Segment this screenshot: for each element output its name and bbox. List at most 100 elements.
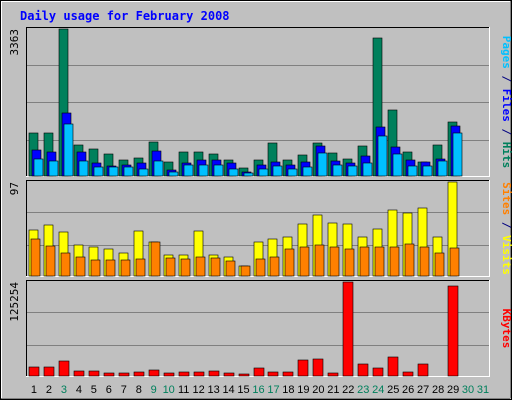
chart-panels: 3363 Pages / Files / Hits 97 Sites / Visits… — [8, 27, 512, 377]
bar-sites-day-2 — [45, 245, 56, 277]
x-tick-label: 24 — [372, 384, 384, 396]
bar-sites-day-22 — [344, 248, 355, 277]
bar-pages-day-28 — [437, 160, 448, 177]
bar-kbytes-day-10 — [163, 372, 175, 377]
bar-pages-day-15 — [243, 172, 254, 177]
x-tick-label: 30 — [462, 384, 474, 396]
bar-sites-day-24 — [374, 246, 385, 277]
x-tick-label: 13 — [207, 384, 219, 396]
bar-pages-day-21 — [332, 164, 343, 177]
bar-pages-day-17 — [272, 165, 283, 177]
bar-sites-day-21 — [329, 246, 340, 277]
bar-sites-day-25 — [389, 246, 400, 277]
bar-kbytes-day-8 — [133, 371, 145, 377]
bar-kbytes-day-25 — [387, 356, 399, 377]
bar-kbytes-day-3 — [58, 360, 70, 377]
x-tick-label: 31 — [477, 384, 489, 396]
x-tick-label: 19 — [297, 384, 309, 396]
x-tick-label: 15 — [237, 384, 249, 396]
bar-sites-day-8 — [135, 258, 146, 277]
bar-kbytes-day-29 — [447, 285, 459, 377]
x-tick-label: 26 — [402, 384, 414, 396]
bar-pages-day-11 — [183, 164, 194, 177]
panel-3: 125254 KBytes — [8, 280, 512, 377]
series-legend: KBytes — [500, 309, 512, 349]
legend-entry: Visits — [500, 235, 512, 275]
bar-sites-day-6 — [105, 259, 116, 277]
bar-sites-day-14 — [225, 260, 236, 277]
bar-kbytes-day-24 — [372, 367, 384, 377]
bar-pages-day-7 — [123, 166, 134, 177]
bar-sites-day-4 — [75, 256, 86, 277]
bar-kbytes-day-16 — [253, 367, 265, 377]
panel-2: 97 Sites / Visits — [8, 180, 512, 277]
x-tick-label: 21 — [327, 384, 339, 396]
bar-kbytes-day-12 — [193, 371, 205, 377]
bar-sites-day-7 — [120, 259, 131, 277]
x-tick-label: 23 — [357, 384, 369, 396]
x-tick-label: 25 — [387, 384, 399, 396]
x-tick-label: 18 — [282, 384, 294, 396]
bar-kbytes-day-9 — [148, 369, 160, 377]
bar-kbytes-day-6 — [103, 372, 115, 377]
bar-pages-day-16 — [258, 168, 269, 177]
bar-sites-day-19 — [299, 246, 310, 277]
bar-pages-day-29 — [452, 132, 463, 177]
x-tick-label: 14 — [222, 384, 234, 396]
bar-sites-day-13 — [210, 257, 221, 277]
y-max-label: 125254 — [8, 282, 21, 322]
bar-sites-day-27 — [419, 246, 430, 277]
x-tick-label: 27 — [417, 384, 429, 396]
bar-pages-day-8 — [138, 168, 149, 177]
bar-kbytes-day-1 — [28, 366, 40, 377]
bar-pages-day-6 — [108, 166, 119, 177]
plot-area — [26, 280, 490, 377]
bar-sites-day-10 — [165, 257, 176, 277]
legend-entry: Hits — [500, 142, 512, 169]
chart-title: Daily usage for February 2008 — [20, 9, 230, 23]
x-tick-label: 28 — [432, 384, 444, 396]
legend-entry: Sites — [500, 182, 512, 215]
bar-pages-day-2 — [48, 160, 59, 177]
bar-sites-day-16 — [255, 258, 266, 277]
bar-sites-day-5 — [90, 259, 101, 277]
bar-kbytes-day-19 — [297, 359, 309, 377]
x-tick-label: 3 — [61, 384, 67, 396]
bar-kbytes-day-27 — [417, 363, 429, 377]
bar-pages-day-13 — [213, 164, 224, 177]
x-tick-label: 4 — [76, 384, 82, 396]
bar-kbytes-day-17 — [267, 371, 279, 377]
x-tick-label: 7 — [121, 384, 127, 396]
bar-sites-day-20 — [314, 244, 325, 277]
x-tick-label: 20 — [312, 384, 324, 396]
y-max-label: 3363 — [8, 29, 21, 56]
series-legend: Pages / Files / Hits — [500, 36, 512, 169]
series-legend: Sites / Visits — [500, 182, 512, 275]
bar-kbytes-day-2 — [43, 366, 55, 377]
bar-kbytes-day-21 — [327, 372, 339, 377]
legend-entry: / — [500, 122, 512, 142]
bar-sites-day-26 — [404, 243, 415, 277]
x-tick-label: 11 — [178, 384, 189, 396]
x-tick-label: 22 — [342, 384, 354, 396]
bar-pages-day-23 — [362, 162, 373, 177]
bar-kbytes-day-15 — [238, 373, 250, 377]
bar-kbytes-day-5 — [88, 370, 100, 377]
bar-sites-day-12 — [195, 256, 206, 277]
bar-kbytes-day-7 — [118, 372, 130, 377]
bar-kbytes-day-18 — [282, 371, 294, 377]
y-max-label: 97 — [8, 182, 21, 195]
x-tick-label: 8 — [136, 384, 142, 396]
series-kbytes — [28, 281, 459, 377]
series-sites — [30, 238, 460, 277]
bar-pages-day-18 — [287, 168, 298, 177]
x-tick-label: 17 — [267, 384, 279, 396]
bar-sites-day-23 — [359, 246, 370, 277]
bar-sites-day-29 — [449, 247, 460, 277]
bar-sites-day-1 — [30, 238, 41, 277]
bar-kbytes-day-13 — [208, 370, 220, 377]
bar-sites-day-9 — [150, 241, 161, 277]
bar-pages-day-20 — [317, 152, 328, 177]
bar-kbytes-day-4 — [73, 370, 85, 377]
